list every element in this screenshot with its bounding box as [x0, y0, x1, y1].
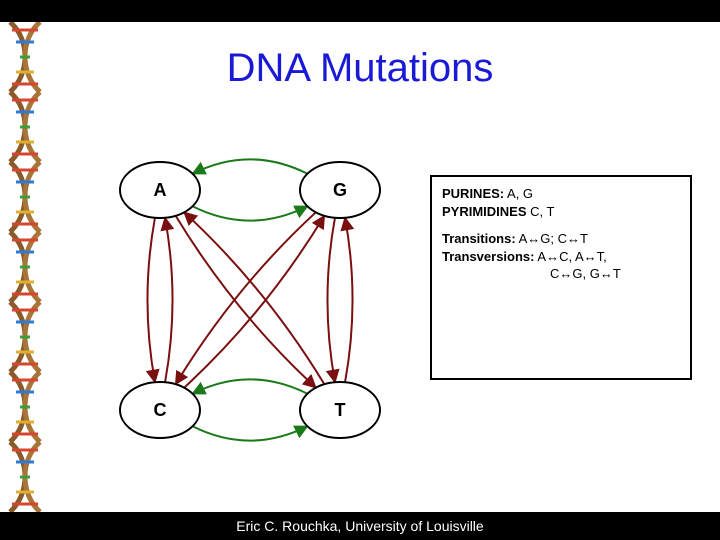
- edge: [193, 426, 308, 440]
- purines-label: PURINES:: [442, 186, 504, 201]
- legend-box: PURINES: A, G PYRIMIDINES C, T Transitio…: [430, 175, 692, 380]
- edge: [193, 206, 308, 220]
- transitions-label: Transitions:: [442, 231, 516, 246]
- pyrimidines-value: C, T: [527, 204, 555, 219]
- mutation-diagram: A G C T: [60, 120, 420, 480]
- edge: [176, 216, 316, 388]
- mutation-diagram-svg: A G C T: [60, 120, 420, 480]
- top-bar: [0, 0, 720, 22]
- edge: [176, 212, 316, 384]
- edge: [147, 218, 154, 382]
- edge: [165, 218, 172, 382]
- dna-helix-strip: [0, 22, 50, 512]
- transversions-value-line1: A↔C, A↔T,: [535, 249, 607, 264]
- node-label-a: A: [154, 180, 167, 200]
- edge: [345, 218, 352, 382]
- node-label-t: T: [335, 400, 346, 420]
- node-label-g: G: [333, 180, 347, 200]
- transitions-value: A↔G; C↔T: [516, 231, 588, 246]
- edge: [193, 379, 308, 393]
- slide-title: DNA Mutations: [0, 46, 720, 91]
- purines-value: A, G: [504, 186, 533, 201]
- pyrimidines-label: PYRIMIDINES: [442, 204, 527, 219]
- edge: [327, 218, 334, 382]
- node-label-c: C: [154, 400, 167, 420]
- transversions-label: Transversions:: [442, 249, 535, 264]
- edge: [193, 159, 308, 173]
- edge: [184, 212, 324, 384]
- transversions-value-line2: C↔G, G↔T: [550, 266, 621, 281]
- edge: [184, 216, 324, 388]
- footer-text: Eric C. Rouchka, University of Louisvill…: [0, 512, 720, 540]
